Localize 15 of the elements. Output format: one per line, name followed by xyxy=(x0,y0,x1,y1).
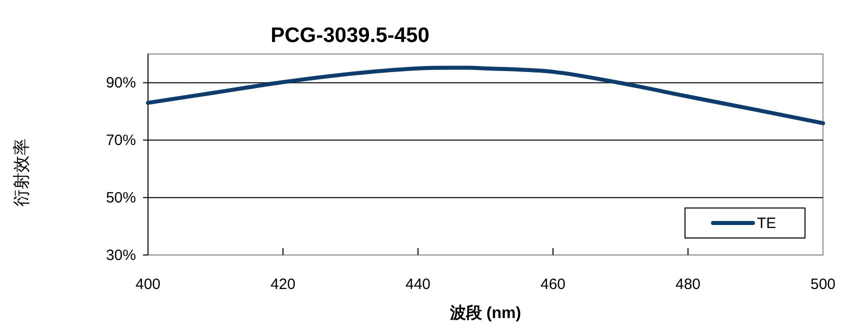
y-tick-label: 90% xyxy=(106,74,136,92)
x-tick-label: 440 xyxy=(405,276,431,293)
chart-title: PCG-3039.5-450 xyxy=(270,24,430,47)
x-axis-title: 波段 (nm) xyxy=(448,304,522,322)
x-tick-label: 480 xyxy=(675,276,701,293)
x-tick-label: 400 xyxy=(135,276,161,293)
legend-label: TE xyxy=(757,215,776,232)
y-tick-label: 30% xyxy=(106,247,136,264)
x-tick-label: 420 xyxy=(270,276,296,293)
x-tick-label: 460 xyxy=(540,276,566,293)
line-series xyxy=(146,66,825,126)
y-axis-title: 衍射效率 xyxy=(12,138,32,206)
y-tick-label: 70% xyxy=(106,132,136,150)
y-tick-label: 50% xyxy=(106,190,136,207)
x-tick-label: 500 xyxy=(810,276,836,293)
